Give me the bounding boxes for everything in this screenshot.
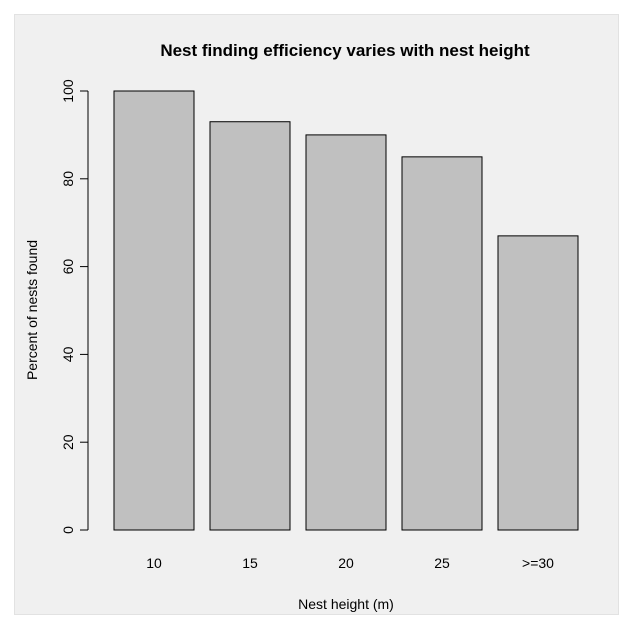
- x-tick-label: 20: [338, 555, 354, 571]
- y-tick-label: 40: [60, 346, 76, 362]
- y-axis: 0 20 40 60 80 100: [60, 79, 88, 534]
- x-tick-label: 15: [242, 555, 258, 571]
- y-tick-label: 100: [60, 79, 76, 103]
- bar: [306, 135, 386, 530]
- bar: [114, 91, 194, 530]
- bars: [114, 91, 578, 530]
- y-tick-label: 60: [60, 259, 76, 275]
- x-tick-label: >=30: [522, 555, 554, 571]
- bar: [402, 157, 482, 530]
- y-tick-label: 0: [60, 526, 76, 534]
- x-tick-labels: 10 15 20 25 >=30: [146, 555, 554, 571]
- y-tick-label: 20: [60, 434, 76, 450]
- x-tick-label: 10: [146, 555, 162, 571]
- y-tick-label: 80: [60, 171, 76, 187]
- chart-title: Nest finding efficiency varies with nest…: [160, 41, 530, 60]
- bar: [498, 236, 578, 530]
- y-axis-label: Percent of nests found: [24, 240, 40, 380]
- x-axis-label: Nest height (m): [298, 596, 394, 612]
- bar: [210, 122, 290, 530]
- x-tick-label: 25: [434, 555, 450, 571]
